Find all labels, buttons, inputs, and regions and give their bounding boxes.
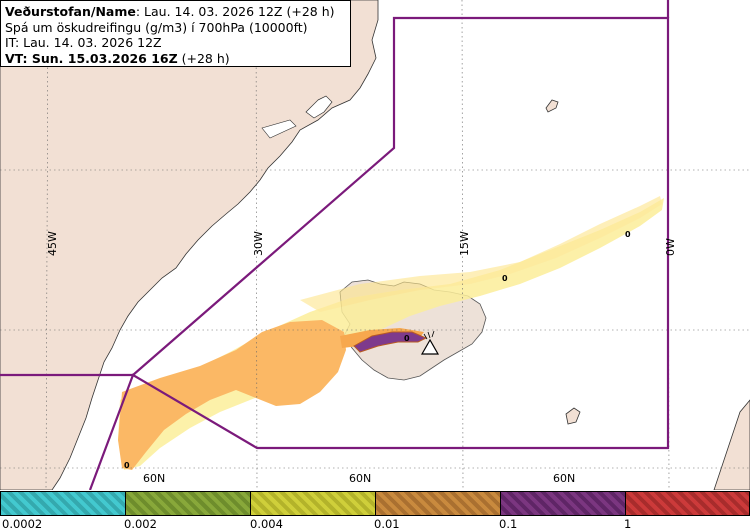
colorbar-tick-label: 0.004 [250, 517, 283, 531]
colorbar-tick-label: 1 [624, 517, 632, 531]
greenland-fjord [261, 119, 297, 139]
colorbar-segment [500, 491, 626, 516]
issue-time-line: IT: Lau. 14. 03. 2026 12Z [5, 35, 162, 51]
meridian-label: 45W [46, 231, 59, 256]
volcano-triangle-icon [420, 330, 440, 355]
forecast-info-box: Veðurstofan/Name: Lau. 14. 03. 2026 12Z … [0, 0, 351, 67]
ash-plume-high [353, 331, 428, 353]
issuer-label: Veðurstofan/Name [5, 4, 136, 19]
contour-label: 0 [625, 230, 631, 239]
issuer-line: Veðurstofan/Name: Lau. 14. 03. 2026 12Z … [5, 4, 346, 20]
colorbar-tick-label: 0.0002 [2, 517, 43, 531]
issuer-value: : Lau. 14. 03. 2026 12Z (+28 h) [135, 4, 335, 19]
parallel-label: 60N [553, 472, 575, 485]
greenland-fjord [305, 95, 333, 119]
colorbar-segment [625, 491, 750, 516]
product-line: Spá um öskudreifingu (g/m3) í 700hPa (10… [5, 19, 308, 35]
contour-label: 0 [124, 461, 130, 470]
parallel-label: 60N [143, 472, 165, 485]
valid-time-suffix: (+28 h) [177, 50, 230, 66]
colorbar-tick-label: 0.01 [374, 517, 400, 531]
contour-label: 0 [502, 274, 508, 283]
jan-mayen-island [545, 99, 559, 113]
ash-plume-low [118, 196, 664, 470]
norway-coast [713, 399, 750, 490]
colorbar-tick-label: 0.1 [499, 517, 518, 531]
colorbar-segment [375, 491, 501, 516]
meridian-label: 30W [252, 231, 265, 256]
colorbar-segment [125, 491, 251, 516]
colorbar-segment [250, 491, 376, 516]
contour-label: 0 [404, 334, 410, 343]
concentration-colorbar [0, 491, 750, 516]
valid-time-line: VT: Sun. 15.03.2026 16Z (+28 h) [5, 51, 346, 67]
valid-time-label: VT: Sun. 15.03.2026 16Z [5, 50, 178, 66]
colorbar-segment [0, 491, 126, 516]
parallel-label: 60N [349, 472, 371, 485]
meridian-label: 0W [664, 238, 677, 256]
meridian-label: 15W [458, 231, 471, 256]
faroe-islands [565, 407, 581, 425]
colorbar-tick-label: 0.002 [124, 517, 157, 531]
